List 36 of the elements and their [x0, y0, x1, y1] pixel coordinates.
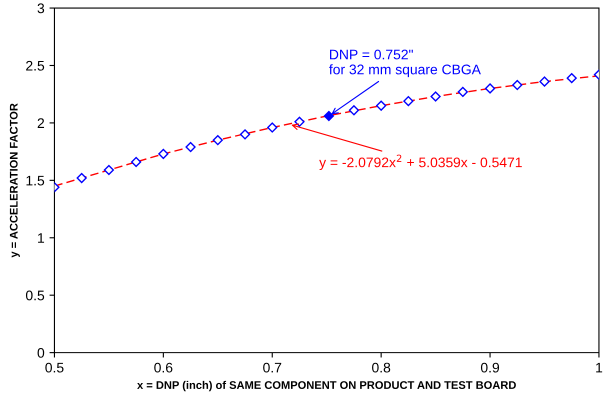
x-tick-label: 0.9	[480, 362, 500, 373]
x-tick-label: 0.8	[372, 362, 390, 373]
point	[212, 135, 223, 146]
point	[76, 172, 87, 184]
x-tick-label: 0.7	[263, 362, 282, 373]
annotation: y = -2.0792x$^{2}$ + 5.0359x - 0.5471	[319, 154, 522, 170]
point	[566, 73, 577, 84]
point	[484, 83, 496, 94]
x-axis-title: x = DNP (inch) of SAME COMPONENT ON PRODUCT AND TEST BOARD	[137, 380, 516, 392]
y-tick-label: 2.5	[26, 60, 44, 71]
y-tick-label: 1	[38, 233, 44, 243]
point	[240, 129, 250, 140]
point	[403, 96, 414, 106]
y-tick-label: 0	[38, 348, 44, 358]
point	[294, 116, 305, 127]
annotation: DNP = 0.752" for 32 mm square CBGA	[329, 50, 481, 78]
y-tick-label: 3	[38, 3, 44, 14]
point	[131, 156, 142, 168]
point	[539, 76, 550, 87]
point	[430, 91, 441, 102]
x-tick-label: 0.5	[45, 362, 64, 373]
point	[512, 80, 522, 90]
point	[458, 86, 468, 98]
point	[185, 142, 196, 152]
y-tick-label: 2	[38, 118, 44, 128]
x-tick-label: 0.6	[154, 362, 172, 373]
x-tick-label: 1	[596, 362, 602, 372]
point	[348, 105, 360, 116]
y-axis-title: y = ACCELERATION FACTOR	[10, 103, 20, 258]
y-tick-label: 0.5	[26, 290, 44, 300]
y-tick-label: 1.5	[26, 176, 44, 186]
point	[267, 122, 278, 133]
point	[376, 100, 386, 111]
point	[104, 164, 114, 176]
point	[324, 110, 334, 122]
point	[158, 148, 168, 160]
